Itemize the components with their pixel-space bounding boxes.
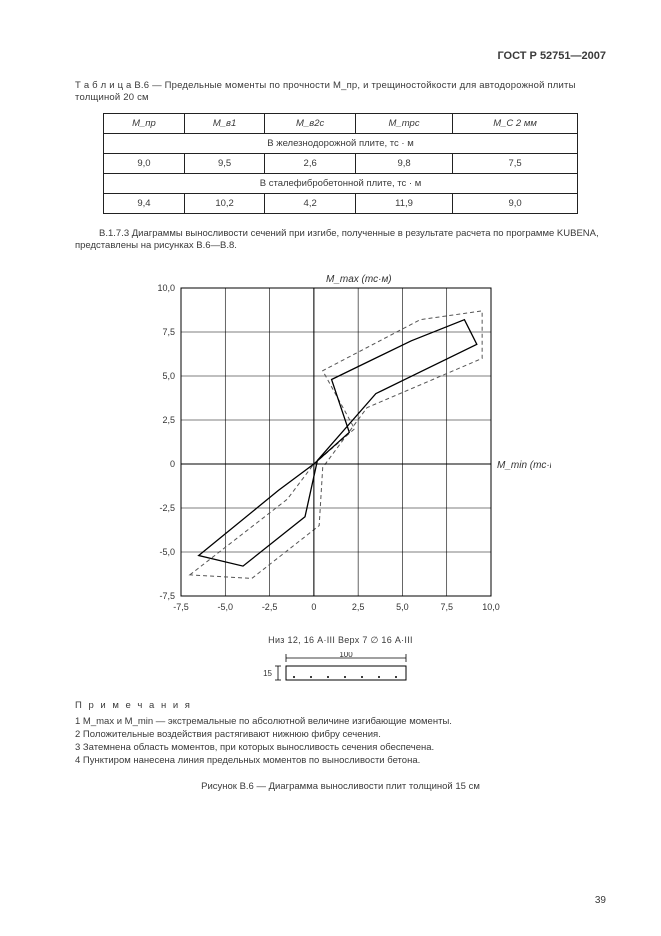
- r1c2: 2,6: [265, 153, 356, 173]
- dim-width: 100: [339, 652, 353, 659]
- note-3: 3 Затемнена область моментов, при которы…: [75, 742, 606, 755]
- svg-text:-5,0: -5,0: [217, 602, 233, 612]
- svg-text:M_max (тс·м): M_max (тс·м): [326, 274, 392, 285]
- page-number: 39: [595, 895, 606, 906]
- svg-text:10,0: 10,0: [157, 283, 175, 293]
- limit-moments-table: M_пр M_в1 M_в2с M_трс M_С 2 мм В железно…: [103, 113, 578, 214]
- r1c1: 9,5: [184, 153, 264, 173]
- r1c4: 7,5: [453, 153, 578, 173]
- r2c4: 9,0: [453, 193, 578, 213]
- svg-text:2,5: 2,5: [351, 602, 364, 612]
- svg-text:-2,5: -2,5: [159, 503, 175, 513]
- note-4: 4 Пунктиром нанесена линия предельных мо…: [75, 755, 606, 768]
- section-row-2: В сталефибробетонной плите, тс · м: [104, 173, 578, 193]
- r2c0: 9,4: [104, 193, 185, 213]
- svg-text:-2,5: -2,5: [261, 602, 277, 612]
- rebar-spec: Низ 12, 16 А·III Верх 7 ∅ 16 А·III: [75, 635, 606, 646]
- endurance-chart: -7,5 -5,0 -2,5 0 2,5 5,0 7,5 10,0 -7,5 -5,0 -2,5 0 2…: [131, 266, 551, 626]
- section-row-1: В железнодорожной плите, тс · м: [104, 133, 578, 153]
- table-caption: Т а б л и ц а В.6 — Предельные моменты п…: [75, 80, 606, 105]
- svg-text:5,0: 5,0: [396, 602, 409, 612]
- svg-text:2,5: 2,5: [162, 415, 175, 425]
- svg-text:0: 0: [311, 602, 316, 612]
- th-1: M_в1: [184, 113, 264, 133]
- note-1: 1 M_max и M_min — экстремальные по абсол…: [75, 716, 606, 729]
- svg-text:10,0: 10,0: [482, 602, 500, 612]
- notes-block: П р и м е ч а н и я 1 M_max и M_min — эк…: [75, 700, 606, 767]
- svg-text:0: 0: [169, 459, 174, 469]
- svg-text:7,5: 7,5: [440, 602, 453, 612]
- svg-text:-5,0: -5,0: [159, 547, 175, 557]
- paragraph-b173: В.1.7.3 Диаграммы выносливости сечений п…: [75, 228, 606, 253]
- th-3: M_трс: [356, 113, 453, 133]
- r2c3: 11,9: [356, 193, 453, 213]
- figure-caption: Рисунок В.6 — Диаграмма выносливости пли…: [75, 781, 606, 792]
- r1c3: 9,8: [356, 153, 453, 173]
- th-0: M_пр: [104, 113, 185, 133]
- r2c2: 4,2: [265, 193, 356, 213]
- doc-id: ГОСТ Р 52751—2007: [75, 50, 606, 62]
- th-2: M_в2с: [265, 113, 356, 133]
- r2c1: 10,2: [184, 193, 264, 213]
- svg-text:-7,5: -7,5: [173, 602, 189, 612]
- th-4: M_С 2 мм: [453, 113, 578, 133]
- svg-text:-7,5: -7,5: [159, 591, 175, 601]
- svg-text:7,5: 7,5: [162, 327, 175, 337]
- note-2: 2 Положительные воздействия растягивают …: [75, 729, 606, 742]
- notes-title: П р и м е ч а н и я: [75, 700, 606, 713]
- cross-section-icon: 100 15: [256, 652, 426, 686]
- dim-height: 15: [263, 669, 272, 678]
- r1c0: 9,0: [104, 153, 185, 173]
- svg-text:M_min (тс·м): M_min (тс·м): [497, 460, 551, 471]
- svg-text:5,0: 5,0: [162, 371, 175, 381]
